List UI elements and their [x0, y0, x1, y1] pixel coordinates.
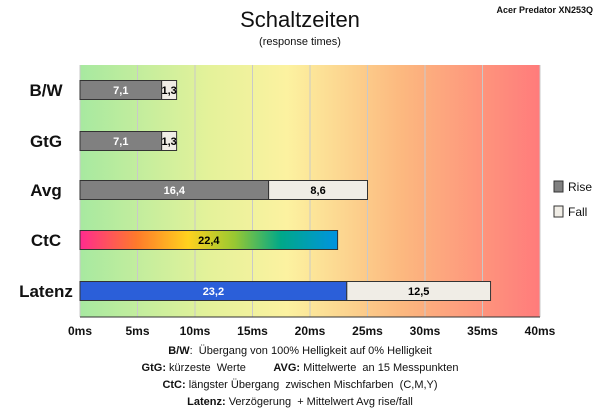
x-tick-label: 15ms [237, 324, 268, 338]
category-label: Latenz [19, 282, 73, 301]
bar-value-label: 1,3 [161, 85, 176, 97]
x-tick-label: 0ms [68, 324, 92, 338]
monitor-model: Acer Predator XN253Q [496, 5, 593, 15]
legend-label-fall: Fall [568, 205, 587, 219]
footnote-term: CtC: [162, 379, 185, 391]
bar-fall [346, 281, 492, 301]
category-label: B/W [29, 81, 63, 100]
bar-value-label: 16,4 [164, 185, 186, 197]
footnote-line: Latenz: Verzögerung + Mittelwert Avg ris… [187, 396, 413, 408]
footnote-text: Mittelwerte an 15 Messpunkten [300, 362, 458, 374]
bar-ctc [79, 230, 339, 250]
category-label: Avg [30, 181, 62, 200]
legend-swatch-fall [553, 205, 564, 218]
x-axis-ticks: 0ms 5ms 10ms 15ms 20ms 25ms 30ms 35ms 40ms [68, 324, 556, 338]
footnote-text: : Übergang von 100% Helligkeit auf 0% He… [190, 345, 432, 357]
footnote-term: GtG: [142, 362, 166, 374]
footnote-text: längster Übergang zwischen Mischfarben (… [186, 379, 438, 391]
footnote-line: CtC: längster Übergang zwischen Mischfar… [162, 379, 437, 391]
footnote-text: kürzeste Werte [166, 362, 273, 374]
x-tick-label: 40ms [525, 324, 556, 338]
bar-value-label: 1,3 [161, 136, 176, 148]
bar-fall [268, 180, 369, 200]
x-tick-label: 30ms [410, 324, 441, 338]
x-tick-label: 5ms [125, 324, 149, 338]
x-tick-label: 25ms [352, 324, 383, 338]
legend-swatch-rise [553, 180, 564, 193]
footnote-term: B/W [168, 345, 190, 357]
legend: Rise Fall [553, 180, 592, 219]
category-labels: B/W GtG Avg CtC Latenz [19, 81, 73, 301]
bars: 7,1 1,3 7,1 1,3 16,4 8,6 22,4 23,2 12,5 [79, 80, 492, 301]
bar-value-label: 8,6 [310, 185, 325, 197]
x-tick-label: 10ms [180, 324, 211, 338]
footnote-term: Latenz: [187, 396, 226, 408]
footnote-line: GtG: kürzeste Werte AVG: Mittelwerte an … [142, 362, 459, 374]
category-label: GtG [30, 132, 62, 151]
bar-value-label: 23,2 [203, 286, 224, 298]
category-label: CtC [31, 231, 61, 250]
footnote-term: AVG: [273, 362, 300, 374]
x-tick-label: 20ms [295, 324, 326, 338]
bar-value-label: 7,1 [113, 85, 128, 97]
x-tick-label: 35ms [467, 324, 498, 338]
footnote-line: B/W: Übergang von 100% Helligkeit auf 0%… [168, 345, 432, 357]
bar-value-label: 12,5 [408, 286, 429, 298]
chart-title: Schaltzeiten [240, 7, 360, 32]
bar-fall [161, 80, 178, 100]
bar-fall [161, 131, 178, 151]
bar-value-label: 7,1 [113, 136, 128, 148]
footnotes: B/W: Übergang von 100% Helligkeit auf 0%… [142, 345, 459, 408]
chart-subtitle: (response times) [259, 36, 341, 48]
legend-label-rise: Rise [568, 180, 592, 194]
bar-value-label: 22,4 [198, 235, 220, 247]
footnote-text: Verzögerung + Mittelwert Avg rise/fall [226, 396, 413, 408]
